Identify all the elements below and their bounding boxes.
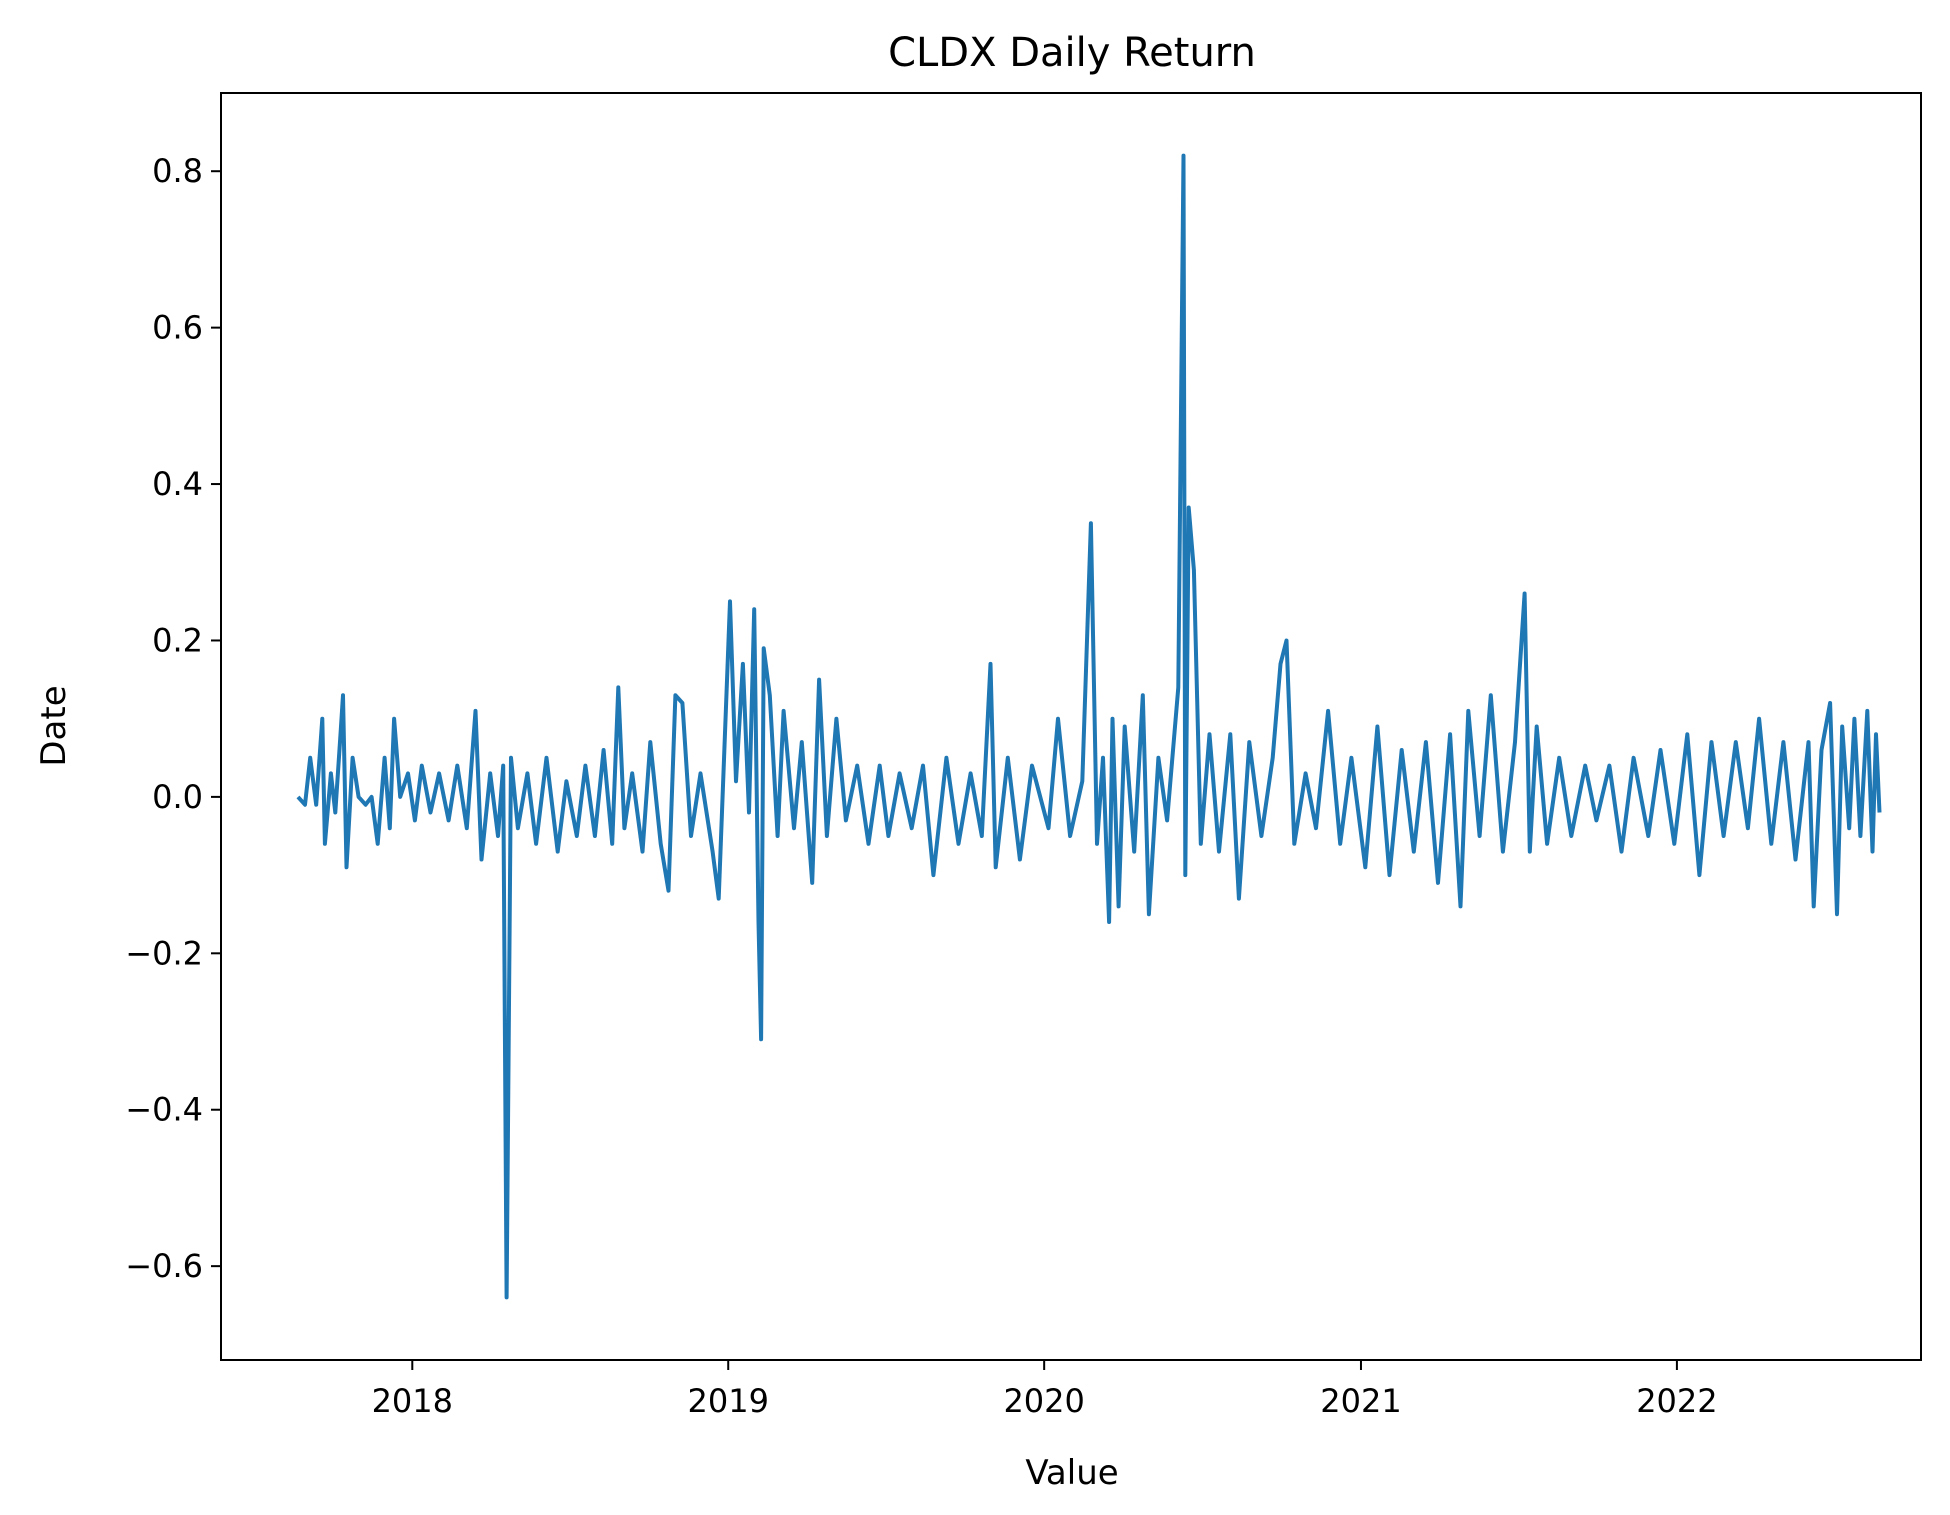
plot-frame [220,92,1922,1361]
y-tick-label: 0.8 [152,152,203,190]
chart-title: CLDX Daily Return [888,30,1256,76]
x-axis: 2018 2019 2020 2021 2022 [372,1360,1718,1420]
x-tick-label: 2021 [1320,1382,1401,1420]
y-axis-label: Date [34,685,74,766]
x-axis-label: Value [1025,1453,1118,1493]
plot-area [220,92,1922,1361]
y-tick-label: 0.4 [152,465,203,503]
y-tick-label: 0.6 [152,309,203,347]
y-tick-label: −0.4 [125,1091,203,1129]
y-tick-label: 0.0 [152,778,203,816]
y-tick-label: −0.2 [125,934,203,972]
y-tick-label: 0.2 [152,621,203,659]
x-tick-label: 2020 [1003,1382,1084,1420]
x-tick-label: 2018 [372,1382,453,1420]
y-axis: −0.6 −0.4 −0.2 0.0 0.2 0.4 0.6 0.8 [125,152,221,1285]
y-tick-label: −0.6 [125,1247,203,1285]
x-tick-label: 2022 [1636,1382,1717,1420]
series-line-0 [296,153,1882,1300]
x-tick-label: 2019 [688,1382,769,1420]
